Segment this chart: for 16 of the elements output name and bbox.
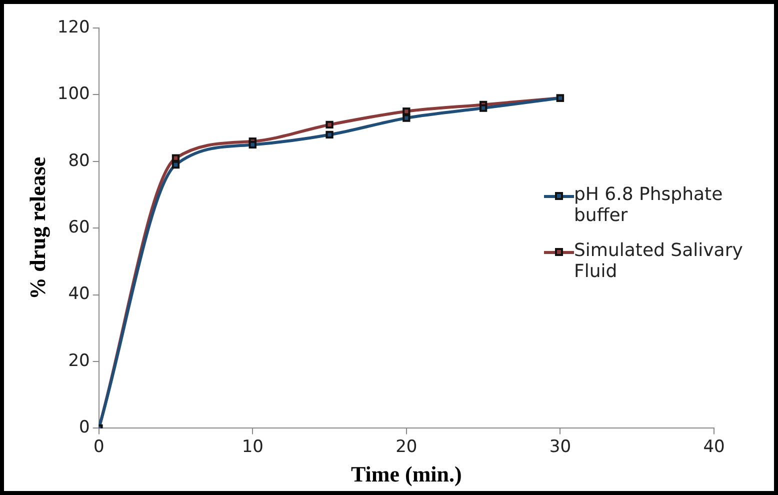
x-tick-label: 40	[703, 436, 725, 457]
x-tick-label: 30	[549, 436, 572, 457]
y-tick-label: 120	[57, 17, 90, 38]
y-tick-label: 60	[68, 218, 90, 238]
x-axis-title: Time (min.)	[351, 461, 462, 486]
y-tick-label: 0	[79, 418, 90, 438]
y-axis-title: % drug release	[24, 156, 50, 300]
y-tick-label: 100	[57, 84, 90, 104]
y-tick-label: 20	[68, 350, 90, 371]
legend-label: pH 6.8 Phsphate buffer	[574, 184, 724, 226]
legend-label: Simulated Salivary Fluid	[574, 240, 744, 282]
x-tick-label: 20	[396, 436, 418, 457]
x-tick-label: 0	[93, 436, 104, 457]
x-tick-label: 10	[242, 436, 264, 457]
y-tick-label: 80	[68, 150, 90, 171]
y-tick-label: 40	[68, 284, 90, 304]
